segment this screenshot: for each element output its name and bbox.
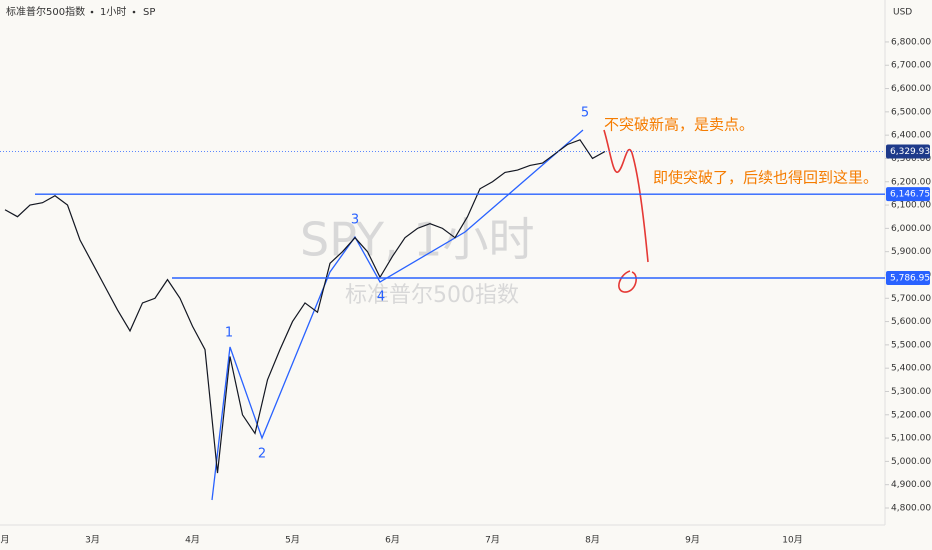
y-tick-label: 6,800.00 [891,37,931,47]
header-dot [90,10,94,14]
annotation: 不突破新高，是卖点。 [604,116,754,134]
header-exchange: SP [143,7,155,18]
x-tick-label: 10月 [782,535,802,546]
y-tick-label: 5,200.00 [891,410,931,420]
x-tick-label: 4月 [185,535,200,546]
price-tag: 6,329.93 [890,147,930,157]
price-tag-bg [886,271,930,286]
watermark-sub: 标准普尔500指数 [345,283,519,308]
y-tick-label: 5,900.00 [891,247,931,257]
x-tick-label: 9月 [685,535,700,546]
y-tick-label: 5,400.00 [891,364,931,374]
y-tick-label: 6,500.00 [891,107,931,117]
wave-line [211,129,584,501]
x-tick-label: 8月 [585,535,600,546]
wave-label: 4 [377,290,385,305]
header-dot [132,10,136,14]
y-tick-label: 6,300.00 [891,154,931,164]
watermark: SPY, 1小时 [300,213,535,267]
price-tag-bg [886,187,930,202]
price-tag: 5,786.95 [890,274,930,284]
y-tick-label: 6,200.00 [891,177,931,187]
y-tick-label: 4,800.00 [891,503,931,513]
price-line [4,139,606,474]
y-tick-label: 5,300.00 [891,387,931,397]
x-tick-label: 月 [0,535,9,546]
x-tick-label: 5月 [285,535,300,546]
currency: USD [893,8,912,18]
header-interval: 1小时 [100,6,126,18]
wave-label: 1 [225,326,233,341]
wave-label: 5 [581,106,589,121]
y-tick-label: 6,100.00 [891,201,931,211]
y-tick-label: 4,900.00 [891,480,931,490]
wave-label: 2 [258,447,266,462]
y-tick-label: 5,600.00 [891,317,931,327]
x-tick-label: 6月 [385,535,400,546]
price-tag-bg [886,144,930,159]
y-tick-label: 6,700.00 [891,61,931,71]
y-tick-label: 6,000.00 [891,224,931,234]
y-tick-label: 6,600.00 [891,84,931,94]
header-symbol: 标准普尔500指数 [6,5,85,18]
wave-label: 3 [351,213,359,228]
y-tick-label: 5,500.00 [891,340,931,350]
price-tag: 6,146.75 [890,190,930,200]
x-tick-label: 7月 [485,535,500,546]
y-tick-label: 5,100.00 [891,434,931,444]
y-tick-label: 6,400.00 [891,131,931,141]
annotation: 即使突破了，后续也得回到这里。 [653,169,878,187]
y-tick-label: 5,700.00 [891,294,931,304]
red-path [603,129,649,263]
x-tick-label: 3月 [85,535,100,546]
y-tick-label: 5,000.00 [891,457,931,467]
